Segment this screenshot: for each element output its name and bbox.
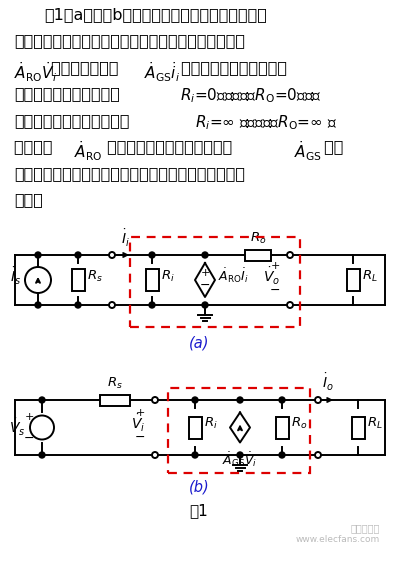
Text: +: +: [200, 268, 210, 278]
Circle shape: [39, 397, 45, 403]
Circle shape: [287, 302, 293, 308]
Text: 导放大电路模型。两电路的输出信号分别由受控电压源: 导放大电路模型。两电路的输出信号分别由受控电压源: [14, 33, 245, 48]
Text: $R_s$: $R_s$: [107, 376, 123, 391]
Text: $R_i$=∞ ，输出电阻$R_{\rm O}$=∞ 。: $R_i$=∞ ，输出电阻$R_{\rm O}$=∞ 。: [195, 113, 337, 132]
Circle shape: [202, 302, 208, 308]
Text: +: +: [136, 408, 145, 419]
Circle shape: [149, 302, 155, 308]
Text: $R_o$: $R_o$: [291, 416, 308, 431]
Text: $\dot{I}_i$: $\dot{I}_i$: [120, 228, 129, 249]
Circle shape: [279, 397, 285, 403]
Text: $\dot{A}_{\rm RO}\dot{I}_i$: $\dot{A}_{\rm RO}\dot{I}_i$: [218, 267, 249, 285]
Circle shape: [75, 302, 81, 308]
Circle shape: [75, 252, 81, 258]
Text: $\dot{V}_o$: $\dot{V}_o$: [263, 266, 280, 286]
Circle shape: [35, 252, 41, 258]
Text: $\dot{I}_o$: $\dot{I}_o$: [322, 372, 334, 393]
Text: 和受控制电流源: 和受控制电流源: [46, 60, 124, 75]
Text: 称为: 称为: [319, 140, 344, 155]
Circle shape: [202, 252, 208, 258]
Text: 导放大电路则要求输入电阻: 导放大电路则要求输入电阻: [14, 113, 130, 128]
Text: −: −: [269, 283, 280, 297]
Bar: [346, 269, 359, 291]
Text: 产生。在理想状态下，互: 产生。在理想状态下，互: [176, 60, 287, 75]
Text: 图1（a）和（b）的虚线框内分别为互阻放大和互: 图1（a）和（b）的虚线框内分别为互阻放大和互: [44, 7, 267, 22]
Text: $\dot{V}_i$: $\dot{V}_i$: [131, 413, 145, 434]
Text: 阻放大电路要求输入电阻: 阻放大电路要求输入电阻: [14, 86, 120, 102]
Text: $R_i$=0且输出电阻$R_{\rm O}$=0，而互: $R_i$=0且输出电阻$R_{\rm O}$=0，而互: [180, 86, 322, 105]
Text: $\dot{A}_{\rm RO}\dot{V}_i$: $\dot{A}_{\rm RO}\dot{V}_i$: [14, 60, 57, 83]
Text: 输出短路时的互导增益。两模型的详细情况读者可自行: 输出短路时的互导增益。两模型的详细情况读者可自行: [14, 166, 245, 181]
Text: www.elecfans.com: www.elecfans.com: [296, 535, 380, 544]
Circle shape: [152, 397, 158, 403]
Text: −: −: [200, 279, 210, 292]
Circle shape: [109, 302, 115, 308]
Circle shape: [25, 267, 51, 293]
Circle shape: [237, 452, 243, 458]
Bar: [168, 388, 310, 473]
Text: −: −: [24, 432, 34, 445]
Bar: [245, 250, 271, 260]
Text: 称为输出开路时的互阻增益，: 称为输出开路时的互阻增益，: [102, 140, 232, 155]
Bar: [71, 269, 85, 291]
Text: 分析。: 分析。: [14, 193, 43, 208]
Text: $R_i$: $R_i$: [204, 416, 218, 431]
Text: $\dot{V}_s$: $\dot{V}_s$: [10, 417, 26, 438]
Circle shape: [152, 452, 158, 458]
Text: (b): (b): [189, 480, 209, 495]
Text: $R_L$: $R_L$: [362, 269, 378, 283]
Circle shape: [192, 397, 198, 403]
Bar: [275, 416, 288, 439]
Text: $\dot{A}_{\rm GS}\dot{V}_i$: $\dot{A}_{\rm GS}\dot{V}_i$: [223, 450, 257, 469]
Circle shape: [109, 252, 115, 258]
Circle shape: [39, 452, 45, 458]
Text: +: +: [25, 412, 34, 421]
Text: −: −: [134, 431, 145, 444]
Circle shape: [35, 302, 41, 308]
Circle shape: [287, 252, 293, 258]
Text: $\dot{A}_{\rm GS}\dot{i}_i$: $\dot{A}_{\rm GS}\dot{i}_i$: [144, 60, 180, 83]
Text: +: +: [271, 261, 280, 271]
Text: $R_L$: $R_L$: [367, 416, 383, 431]
Text: $\dot{A}_{\rm RO}$: $\dot{A}_{\rm RO}$: [74, 140, 103, 163]
Bar: [100, 394, 130, 405]
Bar: [146, 269, 158, 291]
Circle shape: [315, 452, 321, 458]
Circle shape: [30, 416, 54, 439]
Bar: [352, 416, 365, 439]
Text: (a): (a): [189, 335, 209, 350]
Circle shape: [149, 252, 155, 258]
Circle shape: [279, 452, 285, 458]
Text: $R_s$: $R_s$: [87, 269, 103, 283]
Circle shape: [192, 452, 198, 458]
Circle shape: [315, 397, 321, 403]
Text: 电路中的: 电路中的: [14, 140, 57, 155]
Bar: [188, 416, 201, 439]
Text: $R_i$: $R_i$: [161, 269, 175, 283]
Text: $\dot{A}_{\rm GS}$: $\dot{A}_{\rm GS}$: [294, 140, 322, 163]
Text: 电子发烧友: 电子发烧友: [351, 523, 380, 533]
Text: $\dot{I}_s$: $\dot{I}_s$: [10, 266, 21, 286]
Circle shape: [237, 397, 243, 403]
Bar: [130, 237, 300, 327]
Text: 图1: 图1: [190, 503, 208, 518]
Text: $R_o$: $R_o$: [250, 231, 266, 246]
